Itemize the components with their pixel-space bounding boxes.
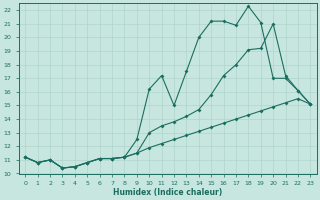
X-axis label: Humidex (Indice chaleur): Humidex (Indice chaleur)	[113, 188, 222, 197]
